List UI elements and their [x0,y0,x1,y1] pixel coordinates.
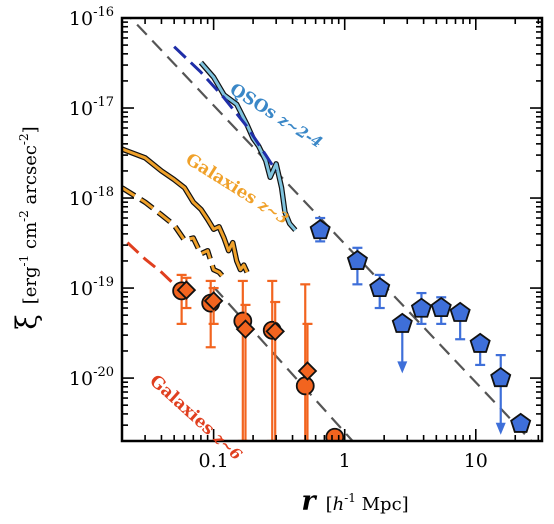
galaxy-diamond-point [235,319,256,339]
y-tick-label: 10-17 [69,95,114,120]
galaxy-circle-point [295,376,315,396]
series-line-outline [122,185,227,280]
y-axis-unit-close: ] [20,126,41,133]
qso-data-point [369,276,391,298]
series-line [126,241,176,286]
galaxy-circle-point [325,427,345,441]
y-tick-exponent: -17 [93,95,114,110]
qso-data-point [309,219,331,240]
galaxy-diamond-point [297,361,318,381]
y-tick-label: 10-18 [69,185,114,210]
upper-limit-arrow [397,361,408,374]
plot-area [122,18,533,441]
x-axis-unit-h-exp: -1 [344,491,356,505]
x-axis-unit-close: Mpc] [356,494,409,515]
qso-data-point [510,412,532,433]
series-annotation: Galaxiesz~6 [145,371,246,465]
y-axis-symbol: ξ [10,314,43,329]
y-axis-unit-open: [erg [20,266,41,304]
x-axis-unit-h: h [333,494,345,515]
x-tick-label: 0.1 [199,450,229,472]
qso-data-point [430,296,452,318]
series-line [173,45,278,172]
upper-limit-arrow [495,422,506,435]
qso-data-point [449,301,471,322]
y-axis-unit-arcsec: arcsec [20,145,41,210]
y-axis-unit-cm: cm [20,222,41,255]
y-axis-unit-exp2: -2 [17,210,31,222]
y-tick-base: 10 [69,98,93,120]
qso-data-point [410,297,433,318]
qso-data-point [469,332,491,353]
series-line [122,186,226,279]
y-tick-base: 10 [69,278,93,300]
qso-data-point [346,249,368,270]
y-tick-label: 10-20 [69,365,114,390]
y-tick-exponent: -19 [93,275,114,290]
x-tick-label: 10 [464,450,488,472]
series-line [199,61,297,232]
annotation-redshift: z~2-4 [274,110,325,151]
y-tick-label: 10-19 [69,275,114,300]
y-tick-base: 10 [69,368,93,390]
x-tick-label: 1 [339,450,351,472]
y-tick-base: 10 [69,8,93,30]
x-axis-label: r [h-1 Mpc] [301,486,408,517]
y-tick-exponent: -18 [93,185,114,200]
y-tick-label: 10-16 [69,5,114,30]
qso-data-point [490,366,512,388]
galaxy-diamond-point [265,321,285,342]
galaxy-diamond-point [203,291,224,311]
series-line [122,147,249,273]
annotation-name: Galaxies [145,371,218,439]
plot-frame [120,16,544,443]
galaxy-diamond-point [176,280,197,300]
x-axis-unit-open: [ [326,494,333,515]
y-tick-exponent: -16 [93,5,114,20]
y-axis-unit-exp3: -2 [17,133,31,145]
y-axis-unit-exp1: -1 [17,255,31,267]
series-line [129,18,533,441]
x-axis-symbol: r [301,486,317,517]
y-tick-exponent: -20 [93,365,114,380]
y-tick-base: 10 [69,188,93,210]
series-line [212,286,355,441]
qso-data-point [391,312,413,333]
y-axis-label: ξ[erg-1 cm-2 arcsec-2] [10,126,43,329]
